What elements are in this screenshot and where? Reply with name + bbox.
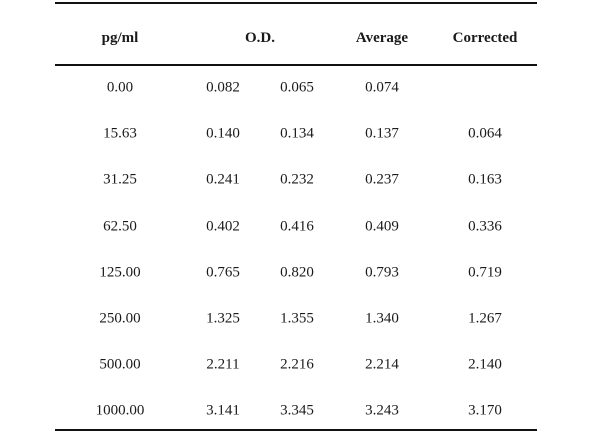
cell-od-2: 3.345 <box>280 402 314 419</box>
cell-od-1: 2.211 <box>206 356 240 373</box>
cell-od-1: 0.765 <box>206 264 240 281</box>
cell-concentration: 31.25 <box>103 171 137 188</box>
cell-average: 0.237 <box>365 171 399 188</box>
cell-average: 2.214 <box>365 356 399 373</box>
cell-corrected: 0.336 <box>468 218 502 235</box>
cell-average: 0.793 <box>365 264 399 281</box>
cell-average: 3.243 <box>365 402 399 419</box>
header-corrected: Corrected <box>452 30 518 46</box>
cell-od-2: 0.065 <box>280 79 314 96</box>
header-rule <box>55 64 537 66</box>
cell-average: 1.340 <box>365 310 399 327</box>
cell-od-2: 0.134 <box>280 125 314 142</box>
cell-corrected: 1.267 <box>468 310 502 327</box>
cell-od-1: 1.325 <box>206 310 240 327</box>
cell-od-1: 0.402 <box>206 218 240 235</box>
cell-od-2: 0.820 <box>280 264 314 281</box>
header-average: Average <box>355 30 409 46</box>
cell-concentration: 500.00 <box>99 356 141 373</box>
cell-corrected: 0.719 <box>468 264 502 281</box>
cell-concentration: 0.00 <box>106 79 134 96</box>
standard-curve-table: pg/ml O.D. Average Corrected 0.00 0.082 0.… <box>55 0 537 432</box>
cell-average: 0.137 <box>365 125 399 142</box>
header-concentration: pg/ml <box>101 30 139 46</box>
cell-average: 0.409 <box>365 218 399 235</box>
cell-corrected: 2.140 <box>468 356 502 373</box>
cell-od-2: 2.216 <box>280 356 314 373</box>
cell-od-2: 1.355 <box>280 310 314 327</box>
cell-od-2: 0.232 <box>280 171 314 188</box>
header-od: O.D. <box>245 30 275 46</box>
cell-od-1: 0.241 <box>206 171 240 188</box>
cell-od-2: 0.416 <box>280 218 314 235</box>
cell-corrected: 0.163 <box>468 171 502 188</box>
cell-concentration: 15.63 <box>103 125 137 142</box>
cell-average: 0.074 <box>365 79 399 96</box>
cell-od-1: 0.082 <box>206 79 240 96</box>
cell-concentration: 125.00 <box>99 264 141 281</box>
cell-corrected: 0.064 <box>468 125 502 142</box>
cell-od-1: 0.140 <box>206 125 240 142</box>
cell-corrected: 3.170 <box>468 402 502 419</box>
cell-concentration: 62.50 <box>103 218 137 235</box>
cell-concentration: 250.00 <box>99 310 141 327</box>
table-top-rule <box>55 2 537 4</box>
cell-concentration: 1000.00 <box>95 402 145 419</box>
table-bottom-rule <box>55 429 537 431</box>
cell-od-1: 3.141 <box>206 402 240 419</box>
